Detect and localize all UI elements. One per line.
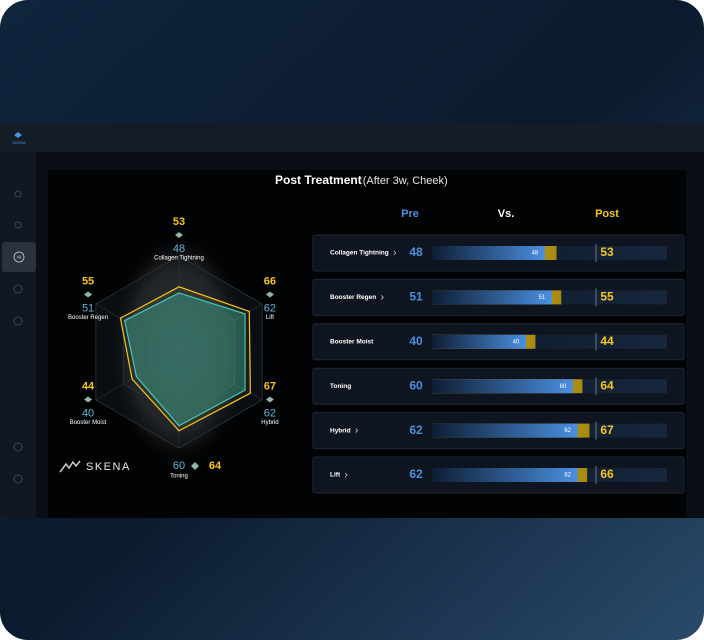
change-icon [84,396,93,403]
row-label: Collagen Tightning [330,250,389,257]
row-pre-value: 51 [409,290,423,304]
radar-post [119,286,251,432]
row-post-value: 44 [600,334,614,348]
sidebar-active[interactable] [2,242,36,272]
radar-post-value: 44 [82,380,95,392]
pre-bar [432,246,545,260]
logo: SKENA [12,140,26,145]
radar-label: Lift [266,315,274,321]
radar-post-value: 64 [209,460,222,472]
expand-icon [344,472,348,478]
row-label: Hybrid [330,427,351,434]
radar-label: Booster Regen [68,315,108,321]
logo-icon [14,132,22,138]
radar-pre-value: 62 [264,302,276,314]
row-post-value: 53 [600,245,614,259]
pre-bar-label: 62 [564,428,571,434]
pre-bar-label: 51 [539,295,546,301]
row-label: Booster Moist [330,339,374,346]
row-pre-value: 60 [409,378,423,392]
radar-label: Toning [170,474,188,480]
row-post-value: 55 [600,290,614,304]
sidebar-icons[interactable] [13,190,23,484]
radar-pre-value: 60 [173,460,185,472]
pre-bar [432,423,578,438]
pre-bar-label: 62 [564,473,571,479]
sidebar [0,152,36,518]
row-pre-value: 62 [409,467,423,481]
header-vs: Vs. [498,208,515,220]
radar-pre-value: 62 [264,407,276,419]
radar-spoke [178,351,263,401]
radar-spoke [95,351,180,401]
radar-pre [123,292,246,427]
radar-spoke [178,303,263,353]
expand-icon [380,295,384,300]
row-label: Booster Regen [330,294,376,301]
pre-bar [432,468,578,482]
row-pre-value: 40 [409,334,423,348]
radar-pre-value: 51 [82,302,94,314]
radar-pre-value: 40 [82,407,94,419]
expand-icon [355,428,359,433]
brand-logo [59,460,81,473]
pre-bar [432,290,552,305]
radar-post-value: 67 [264,380,276,392]
sidebar-active-icon [13,251,25,263]
pre-bar [432,334,526,349]
change-icon [84,291,93,298]
radar-post-value: 66 [264,275,276,287]
radar-label: Hybrid [261,420,278,426]
row-post-value: 67 [600,423,614,437]
header-post: Post [595,208,619,220]
row-pre-value: 62 [409,423,423,437]
row-label: Toning [330,383,351,390]
expand-icon [393,250,397,256]
pre-bar-label: 48 [531,251,538,257]
row-label: Lift [330,472,341,479]
pre-bar-label: 40 [513,339,520,345]
radar-pre-value: 48 [173,243,185,255]
change-icon [175,232,183,238]
row-post-value: 66 [600,467,614,481]
change-icon [191,462,199,470]
change-icon [265,291,274,298]
change-icon [265,396,274,403]
subtitle: (After 3w, Cheek) [363,175,448,187]
row-post-value: 64 [600,378,614,392]
brand: SKENA [86,461,131,473]
radar-label: Collagen Tightning [154,256,204,262]
header-pre: Pre [401,208,419,220]
radar-label: Booster Moist [70,420,107,426]
pre-bar [432,379,573,394]
radar-post-value: 53 [173,216,185,228]
radar-spoke [95,303,180,353]
title: Post Treatment [275,173,362,187]
row-pre-value: 48 [409,245,423,259]
sidebar-active-label: AI [17,255,21,260]
radar-post-value: 55 [82,275,94,287]
pre-bar-label: 60 [560,384,567,390]
top-bar [0,124,704,152]
